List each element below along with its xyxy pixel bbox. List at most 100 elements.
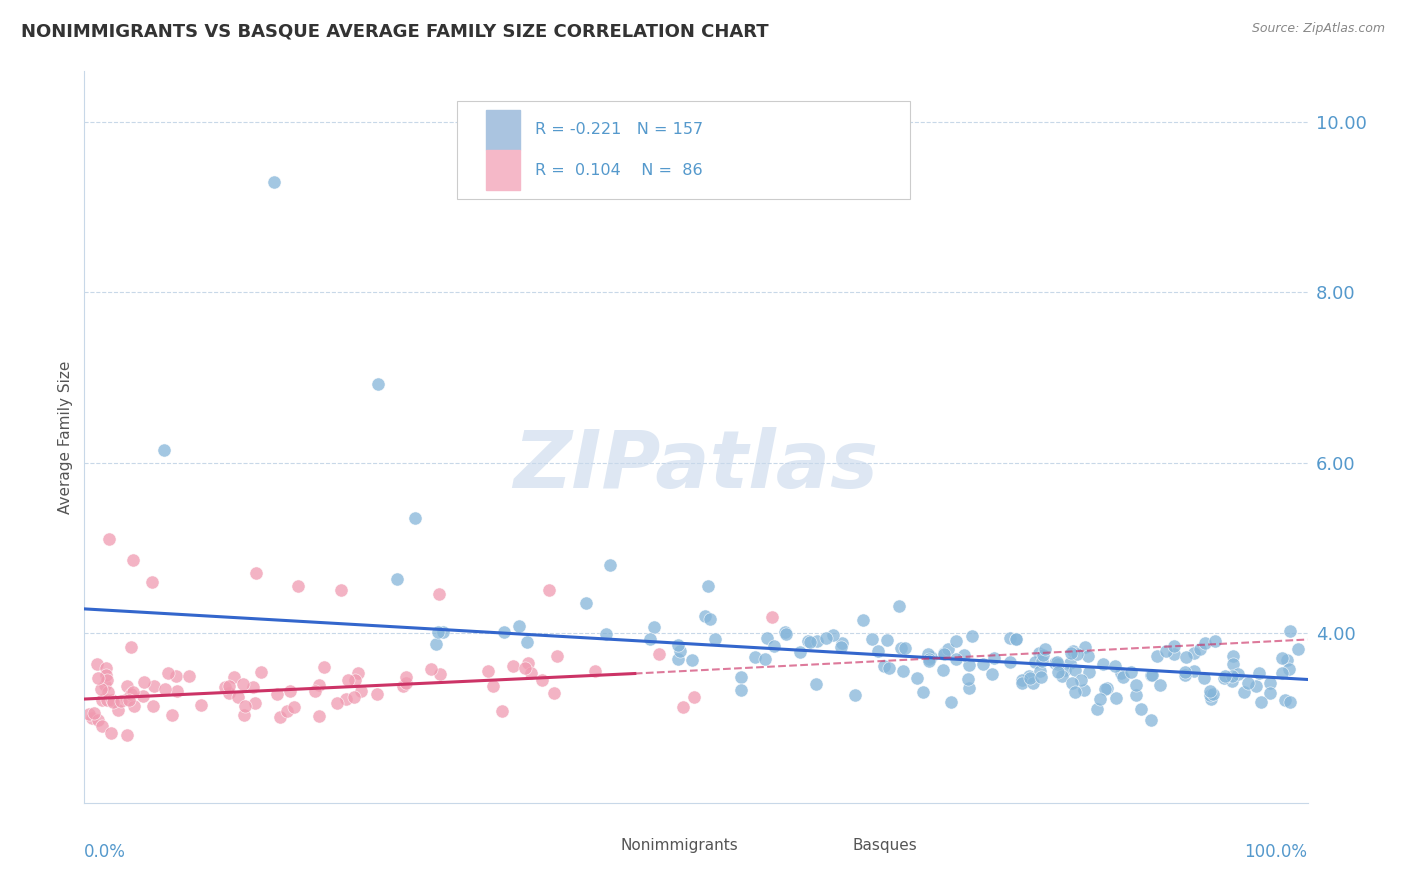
Point bbox=[97, 684, 120, 698]
Point bbox=[1220, 674, 1243, 689]
Point bbox=[103, 695, 125, 709]
Point bbox=[917, 652, 939, 666]
Point bbox=[242, 680, 264, 694]
Point bbox=[1140, 668, 1163, 682]
Point bbox=[107, 702, 129, 716]
Point bbox=[1199, 688, 1222, 702]
Point bbox=[492, 625, 515, 640]
Point bbox=[998, 631, 1021, 645]
Point bbox=[1278, 662, 1301, 676]
Point bbox=[1271, 651, 1294, 665]
Point bbox=[1033, 642, 1056, 657]
Point bbox=[762, 639, 785, 653]
Point bbox=[1088, 691, 1111, 706]
Point bbox=[917, 648, 939, 662]
Point bbox=[1247, 666, 1270, 681]
Point bbox=[932, 647, 955, 661]
Point bbox=[1062, 643, 1084, 657]
Point bbox=[1059, 656, 1081, 670]
Point bbox=[1050, 668, 1073, 682]
Point bbox=[96, 693, 118, 707]
Point bbox=[120, 688, 142, 702]
Point bbox=[232, 677, 254, 691]
Point bbox=[232, 708, 254, 723]
Point bbox=[155, 681, 177, 696]
Point bbox=[1064, 685, 1087, 699]
Point bbox=[797, 634, 820, 648]
Point bbox=[972, 657, 994, 671]
Point bbox=[429, 666, 451, 681]
Point bbox=[132, 689, 155, 703]
Point bbox=[830, 640, 852, 655]
Point bbox=[1024, 655, 1046, 669]
Point bbox=[517, 656, 540, 670]
FancyBboxPatch shape bbox=[586, 831, 613, 859]
Point bbox=[531, 673, 554, 687]
Point bbox=[96, 673, 118, 687]
Point bbox=[1192, 671, 1215, 685]
Point bbox=[283, 699, 305, 714]
Point bbox=[1018, 669, 1040, 683]
Point bbox=[336, 673, 359, 687]
Point bbox=[543, 686, 565, 700]
Point bbox=[308, 709, 330, 723]
Point bbox=[730, 683, 752, 698]
Point bbox=[1047, 665, 1070, 679]
Point bbox=[343, 690, 366, 704]
Point bbox=[110, 693, 132, 707]
Text: ZIPatlas: ZIPatlas bbox=[513, 427, 879, 506]
FancyBboxPatch shape bbox=[818, 831, 845, 859]
Point bbox=[1278, 695, 1301, 709]
Point bbox=[1095, 681, 1118, 695]
Point bbox=[335, 691, 357, 706]
Point bbox=[1174, 665, 1197, 679]
Point bbox=[177, 669, 200, 683]
Point bbox=[799, 634, 821, 648]
Point bbox=[419, 662, 441, 676]
Point bbox=[831, 636, 853, 650]
Point bbox=[508, 619, 530, 633]
Point bbox=[957, 657, 980, 672]
Point bbox=[516, 635, 538, 649]
Point bbox=[873, 659, 896, 673]
Point bbox=[1244, 679, 1267, 693]
Point bbox=[983, 651, 1005, 665]
Point bbox=[1074, 640, 1097, 655]
Point bbox=[1233, 685, 1256, 699]
Point bbox=[599, 558, 621, 572]
Point bbox=[823, 628, 845, 642]
Point bbox=[681, 653, 703, 667]
Text: Nonimmigrants: Nonimmigrants bbox=[620, 838, 738, 853]
Point bbox=[1199, 684, 1222, 698]
Point bbox=[546, 649, 568, 664]
Point bbox=[920, 650, 942, 665]
Point bbox=[583, 665, 606, 679]
Point bbox=[404, 511, 426, 525]
Point bbox=[666, 638, 689, 652]
Point bbox=[932, 663, 955, 677]
Point bbox=[1258, 676, 1281, 690]
Point bbox=[806, 677, 828, 691]
Point bbox=[744, 649, 766, 664]
Point bbox=[1046, 657, 1069, 671]
Point bbox=[96, 661, 118, 675]
Point bbox=[1277, 653, 1299, 667]
FancyBboxPatch shape bbox=[457, 101, 910, 200]
Y-axis label: Average Family Size: Average Family Size bbox=[58, 360, 73, 514]
Point bbox=[1288, 642, 1310, 657]
Point bbox=[806, 634, 828, 648]
Point bbox=[890, 641, 912, 656]
Point bbox=[1032, 648, 1054, 662]
Point bbox=[314, 660, 336, 674]
Point bbox=[1073, 682, 1095, 697]
Point bbox=[1109, 665, 1132, 680]
Point bbox=[115, 691, 138, 706]
Point bbox=[1146, 648, 1168, 663]
Point bbox=[326, 696, 349, 710]
Point bbox=[100, 693, 122, 707]
Point bbox=[1194, 636, 1216, 650]
Point bbox=[343, 673, 366, 687]
Point bbox=[814, 631, 837, 645]
Point bbox=[1139, 713, 1161, 727]
Point bbox=[938, 642, 960, 657]
